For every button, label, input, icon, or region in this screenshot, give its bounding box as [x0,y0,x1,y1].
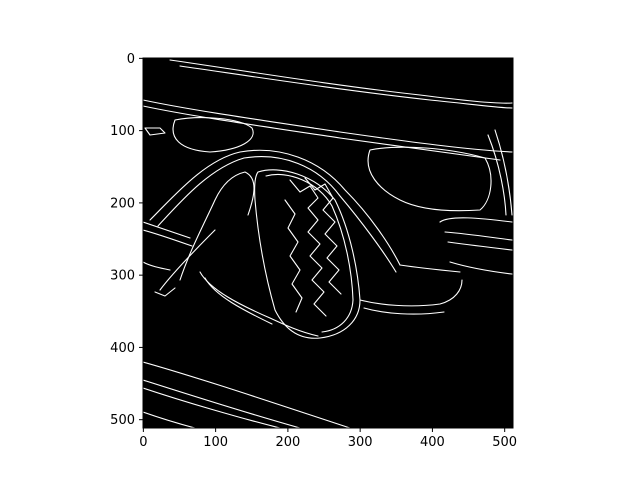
y-tick-label: 0 [127,52,135,67]
x-tick-label: 400 [420,435,445,450]
y-axis: 0 100 200 300 400 500 [110,52,143,428]
x-tick-label: 100 [203,435,228,450]
y-tick-label: 300 [110,269,135,284]
y-tick-label: 100 [110,124,135,139]
y-tick-label: 500 [110,413,135,428]
y-tick-label: 400 [110,341,135,356]
x-tick-label: 500 [492,435,517,450]
x-tick-label: 0 [139,435,147,450]
edge-image [143,59,513,428]
x-tick-label: 300 [348,435,373,450]
x-axis: 0 100 200 300 400 500 [139,428,517,450]
axes-frame [142,57,514,429]
x-tick-label: 200 [275,435,300,450]
y-tick-label: 200 [110,196,135,211]
